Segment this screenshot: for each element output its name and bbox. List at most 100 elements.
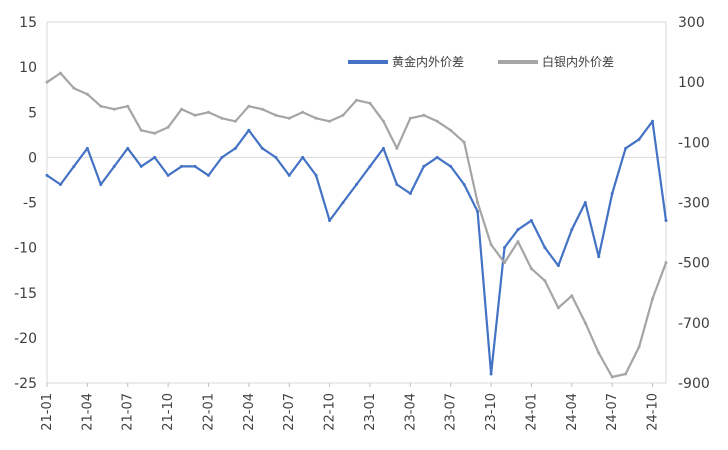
x-tick-label: 24-01 [524,393,539,431]
series-0-point [301,155,305,159]
series-0-point [355,182,358,186]
series-1-point [368,101,372,105]
series-1-point [220,116,224,120]
series-0-point [206,173,210,177]
series-1-point [637,345,641,349]
series-0-point [624,146,628,150]
series-1-point [45,80,49,84]
right-tick-label: -100 [678,135,710,151]
series-1-point [153,131,157,135]
series-1-point [314,116,318,120]
series-1-point [139,128,143,132]
series-0-point [489,372,493,376]
series-0-point [233,146,237,150]
x-axis-ticks: 21-01 21-04 21-07 21-10 22-01 22-04 22-07 22-10… [40,383,661,431]
x-tick-label: 24-07 [605,393,620,431]
right-tick-label: -300 [678,196,710,212]
plot-area [46,21,667,384]
series-0-point [85,146,89,150]
x-tick-label: 22-04 [242,393,257,431]
series-0-point [516,228,520,232]
series-1-point [193,113,197,117]
left-tick-label: 0 [28,150,37,166]
series-0-point [45,173,49,177]
series-0-point [408,191,412,195]
series-1-point [462,140,466,144]
series-1-point [449,128,453,132]
series-0-point [260,146,264,150]
right-tick-label: -500 [678,256,710,272]
series-1-point [99,104,103,108]
series-1-point [206,110,210,114]
series-1-point [381,119,385,123]
legend-label-0: 黄金内外价差 [392,54,464,69]
series-1-point [651,297,655,301]
series-1-point [341,113,345,117]
series-1-point [529,267,533,271]
series-1-point [112,107,116,111]
series-0-point [449,164,453,168]
series-0-point [476,210,480,214]
series-0-point [193,164,197,168]
left-tick-label: -5 [23,196,37,212]
series-1-point [166,125,170,129]
left-tick-label: -20 [14,331,37,347]
series-0-point [247,128,251,132]
series-1-point [247,104,251,108]
right-tick-label: 300 [678,15,705,31]
right-tick-label: -700 [678,316,710,332]
series-1-point [570,294,574,298]
series-0-point [651,119,655,123]
x-tick-label: 23-01 [363,393,378,431]
series-line-0 [46,120,668,376]
series-0-point [139,164,143,168]
series-0-point [328,219,332,223]
legend: 黄金内外价差 白银内外价差 [348,54,614,69]
series-1-point [233,119,237,123]
series-1-point [489,243,493,247]
x-tick-label: 23-10 [484,393,499,431]
series-0-point [220,155,224,159]
series-0-point [112,164,116,168]
x-tick-label: 22-07 [282,393,297,431]
x-tick-label: 23-04 [403,393,418,431]
series-0-point [274,155,278,159]
left-tick-label: -15 [14,286,37,302]
right-tick-label: 100 [678,75,705,91]
series-0-point [166,173,170,177]
series-1-point [301,110,305,114]
series-1-point [58,71,62,75]
series-1-point [610,375,614,379]
left-tick-label: 5 [28,105,37,121]
series-1-point [503,261,507,265]
left-tick-label: 15 [19,15,37,31]
x-tick-label: 21-01 [40,393,55,431]
series-1-point [287,116,291,120]
series-0-point [314,173,318,177]
series-0-point [72,164,76,168]
plot-border [46,21,667,384]
series-0-point [637,137,641,141]
x-tick-label: 21-07 [121,393,136,431]
series-1-point [543,279,547,283]
series-layer [45,71,668,379]
series-1-point [355,98,358,102]
series-0-point [435,155,439,159]
series-1-point [408,116,412,120]
series-0-point [570,228,574,232]
series-0-point [58,182,62,186]
left-tick-label: -10 [14,241,37,257]
series-0-point [287,173,291,177]
right-tick-label: -900 [678,376,710,392]
series-1-point [664,261,668,265]
series-0-point [180,164,184,168]
left-axis-ticks: 15 10 5 0 -5 -10 -15 -20 -25 [14,15,37,392]
series-0-point [462,182,466,186]
series-1-point [180,107,184,111]
series-1-point [328,119,332,123]
legend-label-1: 白银内外价差 [542,54,614,69]
series-0-point [556,264,560,268]
series-0-point [597,255,601,259]
series-1-point [260,107,264,111]
